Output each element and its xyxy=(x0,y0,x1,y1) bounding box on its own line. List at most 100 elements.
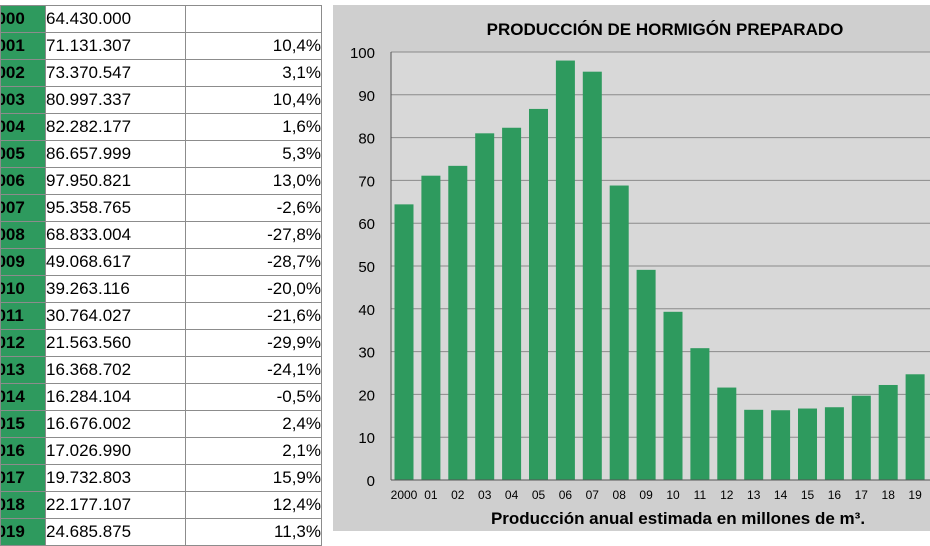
bar xyxy=(664,312,683,480)
y-tick-label: 10 xyxy=(358,430,375,447)
year-cell: 2001 xyxy=(1,33,46,60)
variation-cell: 11,3% xyxy=(186,519,322,546)
production-cell: 16.368.702 xyxy=(46,357,186,384)
production-cell: 71.131.307 xyxy=(46,33,186,60)
year-cell: 2007 xyxy=(1,195,46,222)
x-tick-label: 10 xyxy=(666,488,680,502)
year-label: 2005 xyxy=(1,141,25,167)
x-tick-label: 06 xyxy=(559,488,573,502)
year-cell: 2014 xyxy=(1,384,46,411)
bar xyxy=(583,72,602,480)
year-label: 2007 xyxy=(1,195,25,221)
bar xyxy=(395,204,414,480)
year-cell: 2006 xyxy=(1,168,46,195)
production-cell: 16.676.002 xyxy=(46,411,186,438)
year-label: 2016 xyxy=(1,438,25,464)
year-label: 2010 xyxy=(1,276,25,302)
year-cell: 2008 xyxy=(1,222,46,249)
variation-cell: 10,4% xyxy=(186,87,322,114)
table-row: 201221.563.560-29,9% xyxy=(1,330,322,357)
year-cell: 2000 xyxy=(1,6,46,33)
variation-cell: 10,4% xyxy=(186,33,322,60)
chart-panel: PRODUCCIÓN DE HORMIGÓN PREPARADO 0 10 20 30… xyxy=(333,5,930,531)
production-cell: 30.764.027 xyxy=(46,303,186,330)
table-row: 201416.284.104-0,5% xyxy=(1,384,322,411)
y-tick-label: 100 xyxy=(350,45,375,62)
year-label: 2006 xyxy=(1,168,25,194)
bar xyxy=(690,348,709,480)
x-tick-label: 16 xyxy=(828,488,842,502)
x-tick-label: 09 xyxy=(639,488,653,502)
x-tick-label: 15 xyxy=(801,488,815,502)
chart-title: PRODUCCIÓN DE HORMIGÓN PREPARADO xyxy=(487,20,844,39)
x-axis-label: Producción anual estimada en millones de… xyxy=(491,509,865,528)
table-row: 200868.833.004-27,8% xyxy=(1,222,322,249)
x-tick-label: 2000 xyxy=(391,488,418,502)
year-cell: 2004 xyxy=(1,114,46,141)
x-tick-label: 17 xyxy=(855,488,869,502)
y-tick-label: 20 xyxy=(358,387,375,404)
production-cell: 80.997.337 xyxy=(46,87,186,114)
variation-cell: -24,1% xyxy=(186,357,322,384)
x-tick-label: 08 xyxy=(613,488,627,502)
production-cell: 19.732.803 xyxy=(46,465,186,492)
production-cell: 86.657.999 xyxy=(46,141,186,168)
production-cell: 68.833.004 xyxy=(46,222,186,249)
year-label: 2000 xyxy=(1,6,25,32)
variation-cell: -27,8% xyxy=(186,222,322,249)
x-tick-label: 13 xyxy=(747,488,761,502)
year-cell: 2015 xyxy=(1,411,46,438)
variation-cell: 3,1% xyxy=(186,60,322,87)
y-tick-label: 0 xyxy=(367,473,375,490)
table-row: 2000 64.430.000 xyxy=(1,6,322,33)
production-cell: 17.026.990 xyxy=(46,438,186,465)
production-cell: 73.370.547 xyxy=(46,60,186,87)
year-label: 2018 xyxy=(1,492,25,518)
year-label: 2004 xyxy=(1,114,25,140)
year-cell: 2005 xyxy=(1,141,46,168)
year-cell: 2003 xyxy=(1,87,46,114)
variation-cell: 5,3% xyxy=(186,141,322,168)
production-cell: 82.282.177 xyxy=(46,114,186,141)
production-cell: 64.430.000 xyxy=(46,6,186,33)
bar xyxy=(556,61,575,480)
production-cell: 97.950.821 xyxy=(46,168,186,195)
variation-cell: 1,6% xyxy=(186,114,322,141)
production-table: 2000 64.430.000 2001 71.131.30710,4%200273.… xyxy=(0,5,322,546)
x-tick-label: 12 xyxy=(720,488,734,502)
year-label: 2009 xyxy=(1,249,25,275)
variation-cell: -28,7% xyxy=(186,249,322,276)
table-row: 201130.764.027-21,6% xyxy=(1,303,322,330)
y-tick-label: 50 xyxy=(358,259,375,276)
variation-cell: 2,1% xyxy=(186,438,322,465)
year-cell: 2013 xyxy=(1,357,46,384)
year-cell: 2011 xyxy=(1,303,46,330)
bar xyxy=(798,409,817,480)
y-tick-label: 70 xyxy=(358,173,375,190)
x-tick-label: 04 xyxy=(505,488,519,502)
table-row: 2007 95.358.765-2,6% xyxy=(1,195,322,222)
bar xyxy=(448,166,467,480)
variation-cell: -0,5% xyxy=(186,384,322,411)
y-tick-label: 30 xyxy=(358,345,375,362)
bar xyxy=(717,388,736,480)
table-row: 201039.263.116-20,0% xyxy=(1,276,322,303)
variation-cell: -20,0% xyxy=(186,276,322,303)
production-cell: 22.177.107 xyxy=(46,492,186,519)
year-cell: 2019 xyxy=(1,519,46,546)
x-tick-label: 18 xyxy=(882,488,896,502)
year-cell: 2010 xyxy=(1,276,46,303)
bar xyxy=(421,176,440,480)
year-label: 2001 xyxy=(1,33,25,59)
variation-cell: -2,6% xyxy=(186,195,322,222)
production-cell: 95.358.765 xyxy=(46,195,186,222)
bar xyxy=(610,186,629,480)
year-label: 2015 xyxy=(1,411,25,437)
